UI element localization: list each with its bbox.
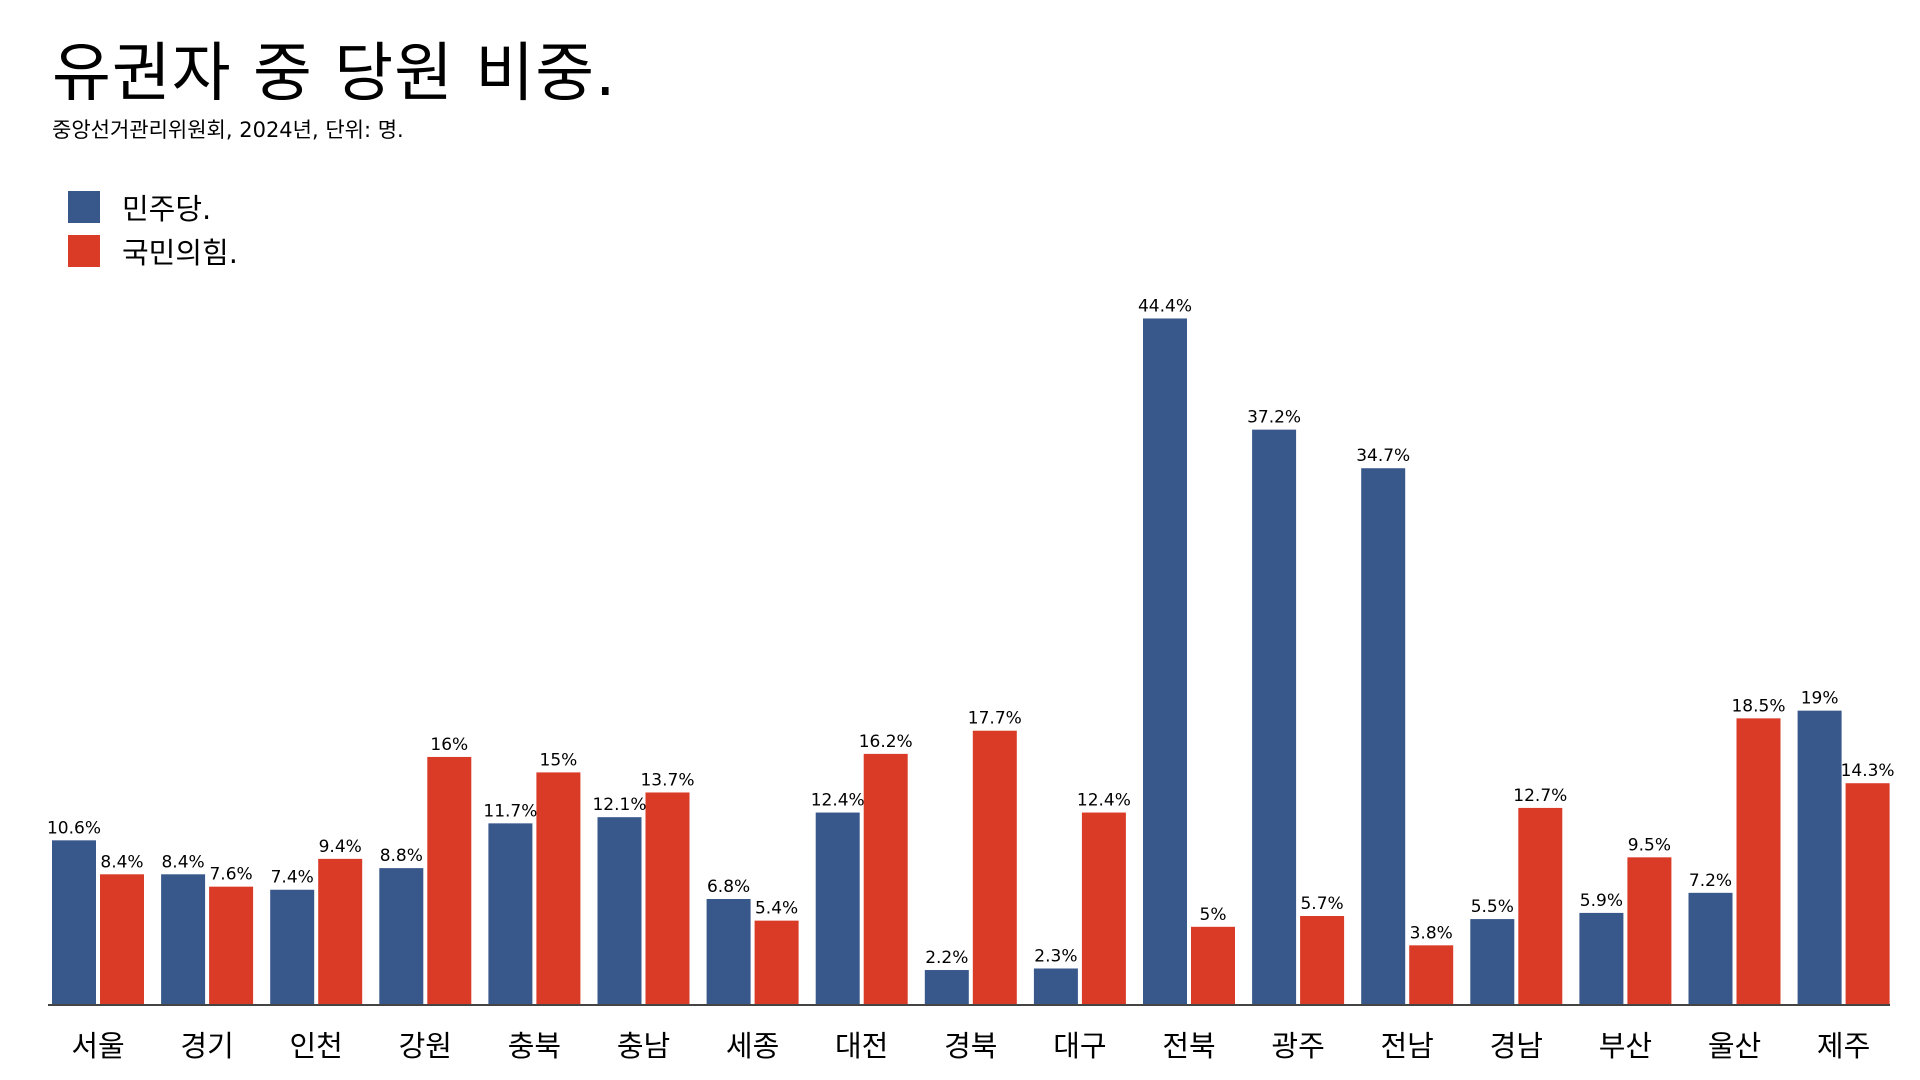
data-label-minjoo-13: 5.5% (1471, 897, 1514, 917)
category-label-12: 전남 (1381, 1029, 1434, 1063)
data-label-minjoo-3: 8.8% (380, 846, 423, 866)
category-label-1: 경기 (180, 1029, 233, 1063)
category-label-4: 충북 (508, 1029, 561, 1063)
bar-minjoo-13 (1470, 919, 1515, 1004)
bar-minjoo-10 (1143, 318, 1187, 1004)
bar-ppp-2 (318, 858, 363, 1004)
legend: 민주당. 국민의힘. (68, 185, 238, 273)
category-label-11: 광주 (1271, 1029, 1324, 1063)
bar-ppp-6 (754, 920, 799, 1004)
legend-swatch-minjoo (68, 191, 100, 223)
category-label-16: 제주 (1817, 1029, 1870, 1063)
bar-minjoo-11 (1252, 429, 1297, 1005)
bar-ppp-0 (100, 874, 144, 1004)
data-label-ppp-0: 8.4% (100, 852, 143, 872)
legend-item-minjoo: 민주당. (68, 185, 238, 229)
bar-ppp-11 (1300, 915, 1345, 1004)
data-label-ppp-11: 5.7% (1300, 894, 1343, 914)
bar-ppp-8 (972, 730, 1017, 1004)
category-label-10: 전북 (1162, 1029, 1215, 1063)
bar-minjoo-8 (924, 970, 969, 1004)
data-label-ppp-2: 9.4% (319, 837, 362, 857)
data-label-ppp-10: 5% (1200, 905, 1227, 925)
bar-ppp-3 (427, 756, 472, 1004)
bar-ppp-10 (1191, 926, 1235, 1004)
data-label-minjoo-14: 5.9% (1580, 891, 1623, 911)
bar-ppp-4 (536, 772, 581, 1004)
bar-ppp-14 (1627, 857, 1672, 1004)
bar-minjoo-7 (815, 812, 860, 1004)
data-label-minjoo-7: 12.4% (811, 791, 865, 811)
bar-minjoo-14 (1579, 912, 1624, 1004)
data-label-ppp-5: 13.7% (640, 770, 694, 790)
data-label-ppp-9: 12.4% (1077, 791, 1131, 811)
data-label-minjoo-12: 34.7% (1356, 446, 1410, 466)
data-label-ppp-1: 7.6% (209, 865, 252, 885)
category-label-15: 울산 (1708, 1029, 1761, 1063)
data-label-minjoo-0: 10.6% (47, 818, 101, 838)
category-label-6: 세종 (726, 1029, 779, 1063)
bar-ppp-13 (1518, 807, 1563, 1004)
data-label-ppp-6: 5.4% (755, 899, 798, 919)
data-label-ppp-4: 15% (540, 750, 578, 770)
legend-label-ppp: 국민의힘. (122, 236, 238, 270)
data-label-minjoo-15: 7.2% (1689, 871, 1732, 891)
category-label-2: 인천 (290, 1029, 343, 1063)
data-label-ppp-16: 14.3% (1841, 761, 1895, 781)
data-label-ppp-3: 16% (430, 735, 468, 755)
legend-label-minjoo: 민주당. (122, 192, 212, 226)
bar-ppp-7 (863, 753, 908, 1004)
category-label-14: 부산 (1599, 1029, 1652, 1063)
bar-minjoo-9 (1033, 968, 1078, 1004)
bar-ppp-5 (645, 792, 690, 1004)
category-label-13: 경남 (1490, 1029, 1543, 1063)
bar-ppp-1 (209, 886, 254, 1004)
bar-minjoo-12 (1361, 468, 1406, 1004)
bar-minjoo-6 (706, 899, 751, 1004)
data-label-minjoo-6: 6.8% (707, 877, 750, 897)
bar-minjoo-1 (161, 874, 206, 1004)
bar-ppp-9 (1081, 812, 1126, 1004)
bar-minjoo-4 (488, 823, 533, 1004)
bar-minjoo-3 (379, 868, 424, 1004)
data-label-minjoo-16: 19% (1801, 689, 1839, 709)
bar-ppp-16 (1845, 783, 1890, 1004)
category-label-8: 경북 (944, 1029, 997, 1063)
data-label-minjoo-5: 12.1% (592, 795, 646, 815)
bar-ppp-15 (1736, 718, 1781, 1004)
data-label-ppp-8: 17.7% (968, 709, 1022, 729)
legend-swatch-ppp (68, 235, 100, 267)
category-label-3: 강원 (399, 1029, 452, 1063)
bar-minjoo-5 (597, 817, 642, 1004)
chart-title: 유권자 중 당원 비중. (52, 37, 617, 111)
data-label-minjoo-4: 11.7% (483, 801, 537, 821)
data-label-minjoo-8: 2.2% (925, 948, 968, 968)
data-label-ppp-13: 12.7% (1513, 786, 1567, 806)
data-label-ppp-12: 3.8% (1410, 923, 1453, 943)
bar-minjoo-0 (52, 840, 96, 1004)
data-label-minjoo-2: 7.4% (271, 868, 314, 888)
chart-subtitle: 중앙선거관리위원회, 2024년, 단위: 명. (52, 118, 404, 142)
bar-ppp-12 (1409, 945, 1454, 1004)
category-label-5: 충남 (617, 1029, 670, 1063)
bar-minjoo-16 (1797, 710, 1842, 1004)
legend-item-ppp: 국민의힘. (68, 229, 238, 273)
data-label-minjoo-9: 2.3% (1034, 946, 1077, 966)
data-label-minjoo-11: 37.2% (1247, 408, 1301, 428)
category-label-0: 서울 (71, 1029, 124, 1063)
data-label-ppp-15: 18.5% (1731, 696, 1785, 716)
data-label-minjoo-10: 44.4% (1138, 296, 1192, 316)
bar-minjoo-15 (1688, 892, 1733, 1004)
bar-minjoo-2 (270, 889, 315, 1004)
data-label-minjoo-1: 8.4% (161, 852, 204, 872)
data-label-ppp-14: 9.5% (1628, 835, 1671, 855)
category-label-7: 대전 (835, 1029, 888, 1063)
data-label-ppp-7: 16.2% (859, 732, 913, 752)
category-label-9: 대구 (1053, 1029, 1106, 1063)
